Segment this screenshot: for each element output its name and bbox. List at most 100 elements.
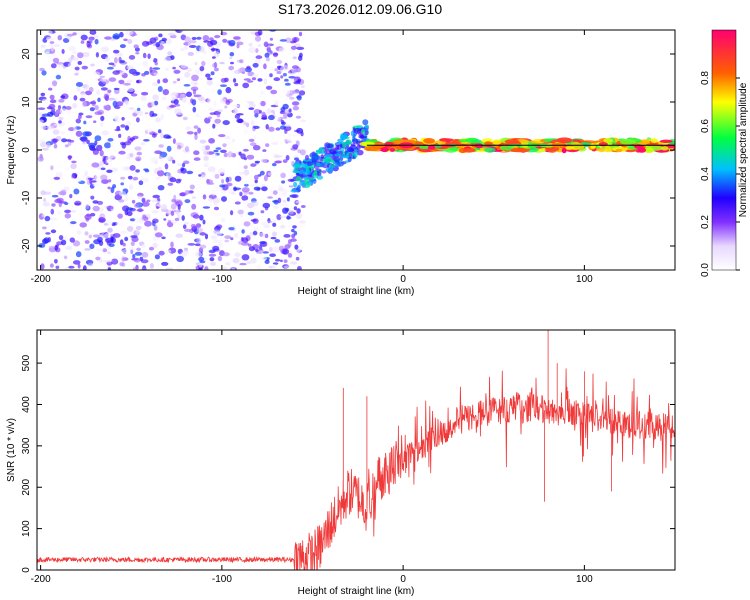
heatmap-cell — [68, 127, 75, 132]
heatmap-cell — [76, 230, 82, 235]
heatmap-cell — [239, 59, 244, 64]
heatmap-cell — [313, 169, 317, 176]
heatmap-cell — [300, 119, 306, 123]
heatmap-cell — [55, 164, 63, 168]
heatmap-cell — [53, 123, 61, 127]
heatmap-cell — [61, 89, 69, 93]
heatmap-cell — [217, 242, 224, 247]
heatmap-cell — [154, 61, 158, 66]
x-tick-label: -200 — [31, 574, 51, 585]
heatmap-cell — [94, 38, 99, 45]
heatmap-cell — [151, 133, 157, 138]
heatmap-cell — [299, 220, 306, 224]
heatmap-cell — [250, 119, 255, 126]
heatmap-cell — [121, 117, 125, 121]
heatmap-cell — [94, 111, 103, 116]
heatmap-cell — [263, 41, 269, 48]
heatmap-cell — [63, 255, 68, 260]
heatmap-cell — [53, 176, 61, 180]
heatmap-cell — [207, 107, 215, 112]
heatmap-cell — [95, 256, 101, 261]
heatmap-cell — [180, 251, 188, 257]
heatmap-cell — [108, 62, 115, 66]
heatmap-cell — [101, 46, 109, 53]
heatmap-cell — [83, 120, 87, 125]
heatmap-cell — [224, 239, 229, 243]
heatmap-cell — [163, 47, 168, 51]
heatmap-cell — [180, 47, 185, 52]
heatmap-cell — [114, 128, 121, 132]
heatmap-cell — [250, 201, 259, 207]
heatmap-cell — [252, 230, 258, 236]
heatmap-cell — [265, 143, 270, 148]
heatmap-cell — [321, 170, 327, 174]
heatmap-cell — [193, 82, 198, 86]
heatmap-cell — [186, 131, 194, 135]
heatmap-cell — [230, 210, 234, 216]
heatmap-cell — [198, 262, 203, 268]
heatmap-cell — [44, 215, 51, 222]
heatmap-cell — [161, 236, 166, 240]
heatmap-cell — [220, 149, 227, 153]
heatmap-cell — [114, 117, 121, 123]
heatmap-cell — [188, 45, 197, 48]
heatmap-cell — [217, 89, 222, 95]
heatmap-cell — [55, 265, 60, 269]
heatmap-cell — [215, 224, 223, 229]
heatmap-cell — [243, 78, 251, 81]
heatmap-cell — [284, 207, 290, 212]
heatmap-cell — [427, 145, 436, 150]
heatmap-cell — [276, 59, 283, 65]
heatmap-cell — [88, 142, 96, 148]
heatmap-cell — [137, 107, 141, 111]
heatmap-cell — [232, 257, 240, 264]
heatmap-cell — [248, 191, 254, 195]
heatmap-cell — [75, 130, 83, 137]
heatmap-cell — [119, 59, 126, 64]
heatmap-cell — [55, 74, 62, 80]
heatmap-cell — [193, 125, 199, 129]
heatmap-cell — [117, 213, 123, 219]
heatmap-cell — [183, 46, 188, 50]
colorbar-tick-label: 0.4 — [700, 167, 711, 181]
heatmap-cell — [89, 243, 95, 250]
heatmap-cell — [268, 126, 275, 132]
heatmap-cell — [237, 209, 244, 215]
colorbar-label: Normalized spectral amplitude — [738, 82, 749, 217]
heatmap-cell — [281, 189, 288, 195]
heatmap-cell — [104, 156, 113, 163]
heatmap-cell — [283, 112, 288, 119]
heatmap-cell — [218, 168, 226, 175]
heatmap-cell — [71, 51, 80, 55]
heatmap-cell — [199, 42, 207, 48]
heatmap-cell — [126, 210, 133, 217]
heatmap-cell — [134, 146, 142, 151]
heatmap-cell — [150, 157, 158, 163]
heatmap-cell — [140, 259, 149, 264]
heatmap-cell — [61, 49, 65, 54]
heatmap-cell — [112, 100, 118, 108]
snr-frame — [36, 329, 676, 571]
heatmap-cell — [175, 209, 179, 215]
heatmap-cell — [138, 180, 144, 186]
heatmap-cell — [462, 148, 476, 153]
heatmap-cell — [258, 141, 264, 146]
heatmap-cell — [282, 200, 287, 203]
heatmap-cell — [153, 100, 159, 106]
heatmap-cell — [260, 158, 268, 163]
heatmap-cell — [121, 256, 125, 263]
y-tick-label: 10 — [21, 96, 32, 108]
heatmap-cell — [423, 138, 435, 144]
heatmap-cell — [172, 66, 176, 70]
heatmap-cell — [225, 86, 232, 94]
heatmap-cell — [120, 176, 126, 180]
heatmap-cell — [54, 245, 58, 251]
heatmap-cell — [337, 161, 345, 167]
heatmap-cell — [260, 100, 266, 107]
heatmap-cell — [284, 140, 292, 144]
heatmap-cell — [247, 211, 255, 216]
heatmap-cell — [167, 51, 173, 56]
heatmap-cell — [66, 225, 73, 228]
heatmap-cell — [59, 179, 66, 186]
heatmap-cell — [296, 208, 301, 214]
